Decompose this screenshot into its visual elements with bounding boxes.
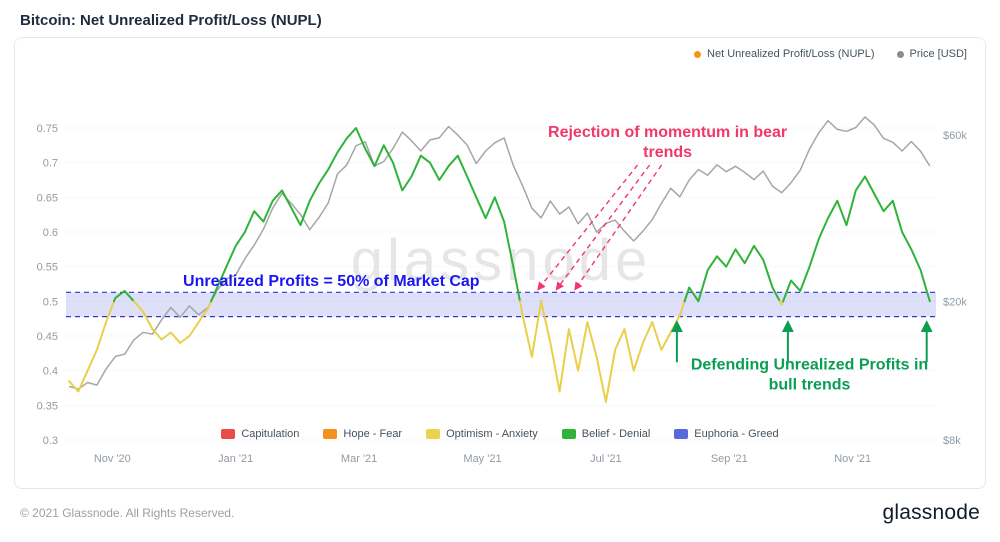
legend-item-capitulation[interactable]: Capitulation (221, 428, 299, 440)
legend-label: Capitulation (241, 428, 300, 440)
x-tick-label: Mar '21 (341, 453, 377, 465)
x-tick-label: Jan '21 (218, 453, 253, 465)
nupl-price-chart-canvas[interactable]: 0.75 0.7 0.65 0.6 0.55 0.5 0.45 0.4 0.35 0.3 $60k $… (30, 64, 970, 484)
legend-item-hope-fear[interactable]: Hope - Fear (323, 428, 402, 440)
y-right-tick-label: $20k (943, 296, 967, 308)
annotation-defending-text: bull trends (769, 376, 851, 393)
glassnode-watermark: glassnode (351, 228, 651, 293)
y-left-tick-label: 0.6 (43, 227, 58, 239)
glassnode-logo: glassnode (882, 501, 980, 524)
y-left-tick-label: 0.5 (43, 296, 58, 308)
annotation-defending-text: Defending Unrealized Profits in (691, 356, 928, 373)
chart-panel: Net Unrealized Profit/Loss (NUPL) Price [… (14, 37, 986, 489)
nupl-line-segment (113, 289, 135, 303)
legend-swatch-icon (561, 429, 576, 439)
nupl-line-segment (519, 300, 543, 358)
x-tick-label: Nov '21 (834, 453, 871, 465)
legend-item-optimism-anxiety[interactable]: Optimism - Anxiety (426, 428, 538, 440)
chart-series-legend: Net Unrealized Profit/Loss (NUPL) Price [… (29, 44, 971, 64)
band-50pct (66, 292, 936, 317)
nupl-line-segment (540, 300, 686, 403)
x-tick-label: Sep '21 (711, 453, 748, 465)
y-left-tick-label: 0.45 (37, 331, 58, 343)
legend-label: Hope - Fear (343, 428, 403, 440)
nupl-line-segment (778, 300, 785, 306)
nupl-line-segment (210, 127, 521, 303)
y-left-tick-label: 0.75 (37, 123, 58, 135)
y-left-tick-label: 0.7 (43, 158, 58, 170)
nupl-zone-legend: Capitulation Hope - Fear Optimism - Anxiet… (30, 428, 970, 440)
legend-item-belief-denial[interactable]: Belief - Denial (561, 428, 651, 440)
legend-swatch-icon (426, 429, 441, 439)
x-tick-label: Nov '20 (94, 453, 131, 465)
legend-label: Net Unrealized Profit/Loss (NUPL) (707, 48, 875, 60)
legend-label: Belief - Denial (581, 428, 651, 440)
nupl-line-segment (683, 244, 781, 303)
legend-dot-icon (896, 50, 904, 58)
y-left-tick-label: 0.3 (43, 435, 58, 447)
nupl-line-segment (782, 175, 931, 303)
legend-swatch-icon (323, 429, 338, 439)
annotation-band-label: Unrealized Profits = 50% of Market Cap (183, 273, 480, 290)
copyright-text: © 2021 Glassnode. All Rights Reserved. (20, 506, 235, 520)
y-right-tick-label: $8k (943, 435, 961, 447)
legend-item-price-usd[interactable]: Price [USD] (896, 48, 967, 60)
rejection-arrow (555, 164, 651, 291)
annotation-rejection-text: trends (643, 144, 692, 161)
x-tick-label: Jul '21 (590, 453, 621, 465)
y-left-tick-label: 0.4 (43, 366, 58, 378)
y-left-tick-label: 0.65 (37, 192, 58, 204)
legend-swatch-icon (674, 429, 689, 439)
legend-dot-icon (694, 50, 702, 58)
y-right-tick-label: $60k (943, 130, 967, 142)
chart-area: 0.75 0.7 0.65 0.6 0.55 0.5 0.45 0.4 0.35 0.3 $60k $… (30, 64, 970, 484)
rejection-arrow (574, 164, 663, 291)
legend-item-euphoria-greed[interactable]: Euphoria - Greed (674, 428, 779, 440)
page-footer: © 2021 Glassnode. All Rights Reserved. g… (0, 489, 1000, 525)
legend-label: Optimism - Anxiety (446, 428, 538, 440)
legend-swatch-icon (221, 429, 236, 439)
legend-item-net-unrealized-profit-loss-nupl[interactable]: Net Unrealized Profit/Loss (NUPL) (694, 48, 875, 60)
y-left-tick-label: 0.55 (37, 262, 58, 274)
nupl-line-segment (132, 300, 212, 344)
y-left-tick-label: 0.35 (37, 400, 58, 412)
legend-label: Price [USD] (909, 48, 967, 60)
page-title: Bitcoin: Net Unrealized Profit/Loss (NUP… (20, 12, 322, 29)
annotation-rejection-text: Rejection of momentum in bear (548, 124, 787, 141)
legend-label: Euphoria - Greed (694, 428, 779, 440)
x-tick-label: May '21 (463, 453, 501, 465)
nupl-line-segment (68, 300, 115, 393)
